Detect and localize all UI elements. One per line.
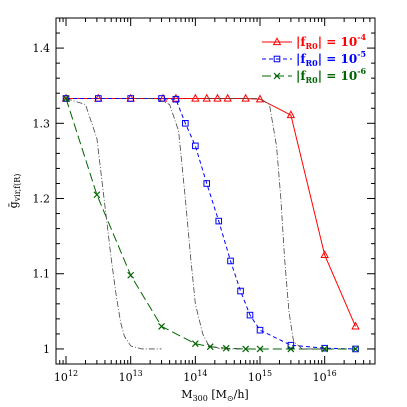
legend-label: |fR0| = 10-4: [296, 32, 367, 51]
cross-marker: [158, 322, 165, 330]
square-marker: [287, 341, 295, 349]
triangle-marker: [351, 321, 360, 330]
square-marker: [246, 311, 254, 319]
ticks: 1012 1013 1014 1015 1016 1 1.1 1.2 1.3 1.4: [33, 18, 375, 384]
cross-marker: [352, 345, 359, 353]
square-marker: [203, 180, 211, 187]
legend: |fR0| = 10-4|fR0| = 10-5|fR0| = 10-6: [262, 32, 367, 85]
plot-frame: [55, 17, 376, 365]
square-marker: [192, 142, 199, 150]
legend-entry: |fR0| = 10-6: [262, 66, 367, 85]
square-marker: [182, 120, 189, 127]
legend-entry: |fR0| = 10-4: [262, 32, 367, 51]
series: [61, 93, 360, 330]
square-marker: [256, 326, 264, 334]
reference-curve: [206, 98, 325, 350]
series-line: [206, 98, 325, 350]
triangle-marker: [191, 93, 200, 102]
legend-label: |fR0| = 10-6: [296, 66, 367, 85]
triangle-marker: [223, 93, 232, 102]
square-marker: [237, 287, 244, 295]
x-tick-label: 1015: [248, 369, 272, 384]
triangle-marker: [272, 37, 282, 46]
cross-marker: [222, 344, 230, 352]
y-axis-label: ḡvir,f(R): [7, 174, 22, 209]
square-marker: [95, 95, 102, 102]
square-marker: [62, 95, 70, 102]
triangle-marker: [171, 93, 181, 102]
y-tick-label: 1.4: [33, 42, 51, 55]
square-marker: [227, 257, 234, 265]
cross-marker: [191, 340, 199, 348]
legend-label: |fR0| = 10-5: [296, 49, 366, 68]
series: [62, 95, 359, 353]
cross-marker: [256, 345, 264, 353]
cross-marker: [273, 72, 281, 80]
triangle-marker: [255, 94, 265, 103]
series-line: [66, 97, 356, 350]
cross-marker: [93, 191, 101, 199]
x-tick-label: 1014: [183, 369, 207, 384]
y-tick-label: 1.2: [33, 193, 51, 206]
y-tick-label: 1: [43, 343, 50, 356]
cross-marker: [127, 271, 135, 279]
x-axis-label: M300 [M⊙/h]: [181, 388, 248, 403]
series-line: [65, 98, 162, 350]
series-layer: [61, 93, 360, 353]
series-line: [135, 98, 241, 350]
x-tick-label: 1012: [54, 369, 78, 384]
cross-marker: [242, 345, 250, 353]
triangle-marker: [213, 93, 222, 102]
square-marker: [215, 217, 223, 225]
reference-curve: [65, 98, 162, 350]
x-tick-label: 1016: [313, 369, 337, 384]
cross-marker: [62, 95, 70, 102]
legend-entry: |fR0| = 10-5: [262, 49, 366, 68]
cross-marker: [321, 345, 329, 353]
x-tick-label: 1013: [119, 369, 143, 384]
reference-curve: [135, 98, 241, 350]
series: [62, 95, 359, 353]
series-line: [65, 98, 356, 350]
triangle-marker: [241, 93, 250, 102]
series-line: [66, 97, 356, 327]
square-marker: [273, 55, 281, 63]
square-marker: [127, 95, 134, 102]
triangle-marker: [320, 250, 329, 259]
square-marker: [321, 344, 328, 352]
y-tick-label: 1.1: [33, 268, 51, 281]
triangle-marker: [286, 110, 296, 119]
square-marker: [172, 95, 180, 103]
square-marker: [158, 95, 165, 102]
triangle-marker: [202, 93, 211, 102]
cross-marker: [287, 345, 295, 353]
y-tick-label: 1.3: [33, 117, 51, 130]
